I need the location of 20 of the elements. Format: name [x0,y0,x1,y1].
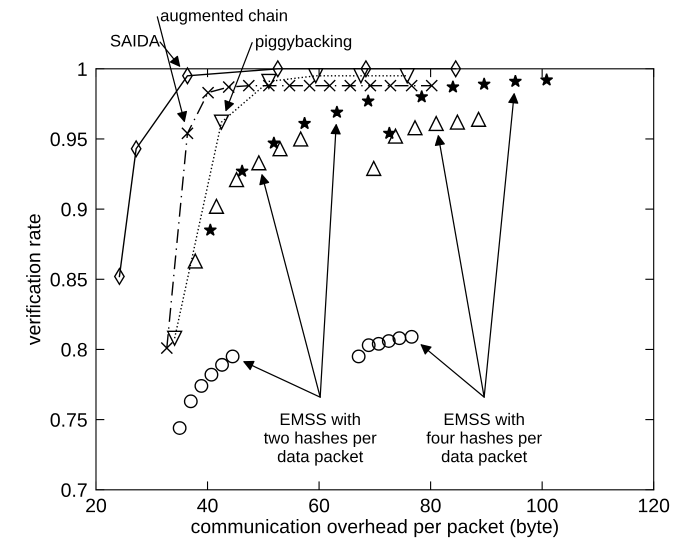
text: SAIDA [110,34,160,47]
x-tick-label: 20 [86,498,106,512]
y-tick-label: 0.85 [50,272,87,287]
x-axis-title: communication overhead per packet (byte) [191,519,558,538]
y-tick-label: 1 [78,62,87,76]
y-tick-label: 0.8 [61,342,87,357]
y-tick-label: 0.75 [50,413,87,427]
text: augmented chain [160,9,287,25]
series-label: piggybacking [256,34,352,50]
x-tick-label: 100 [527,498,558,512]
x-tick-label: 40 [197,498,218,512]
x-tick-label: 120 [638,498,670,512]
y-axis-title: verification rate [26,214,40,346]
x-tick-label: 80 [420,498,441,512]
annotation: EMSS with two hashes per data packet [264,412,376,466]
y-tick-label: 0.9 [61,202,87,216]
y-tick-label: 0.95 [50,132,87,146]
y-tick-label: 0.7 [61,483,87,497]
annotation: EMSS with four hashes per data packet [426,412,542,466]
x-tick-label: 60 [309,498,330,512]
